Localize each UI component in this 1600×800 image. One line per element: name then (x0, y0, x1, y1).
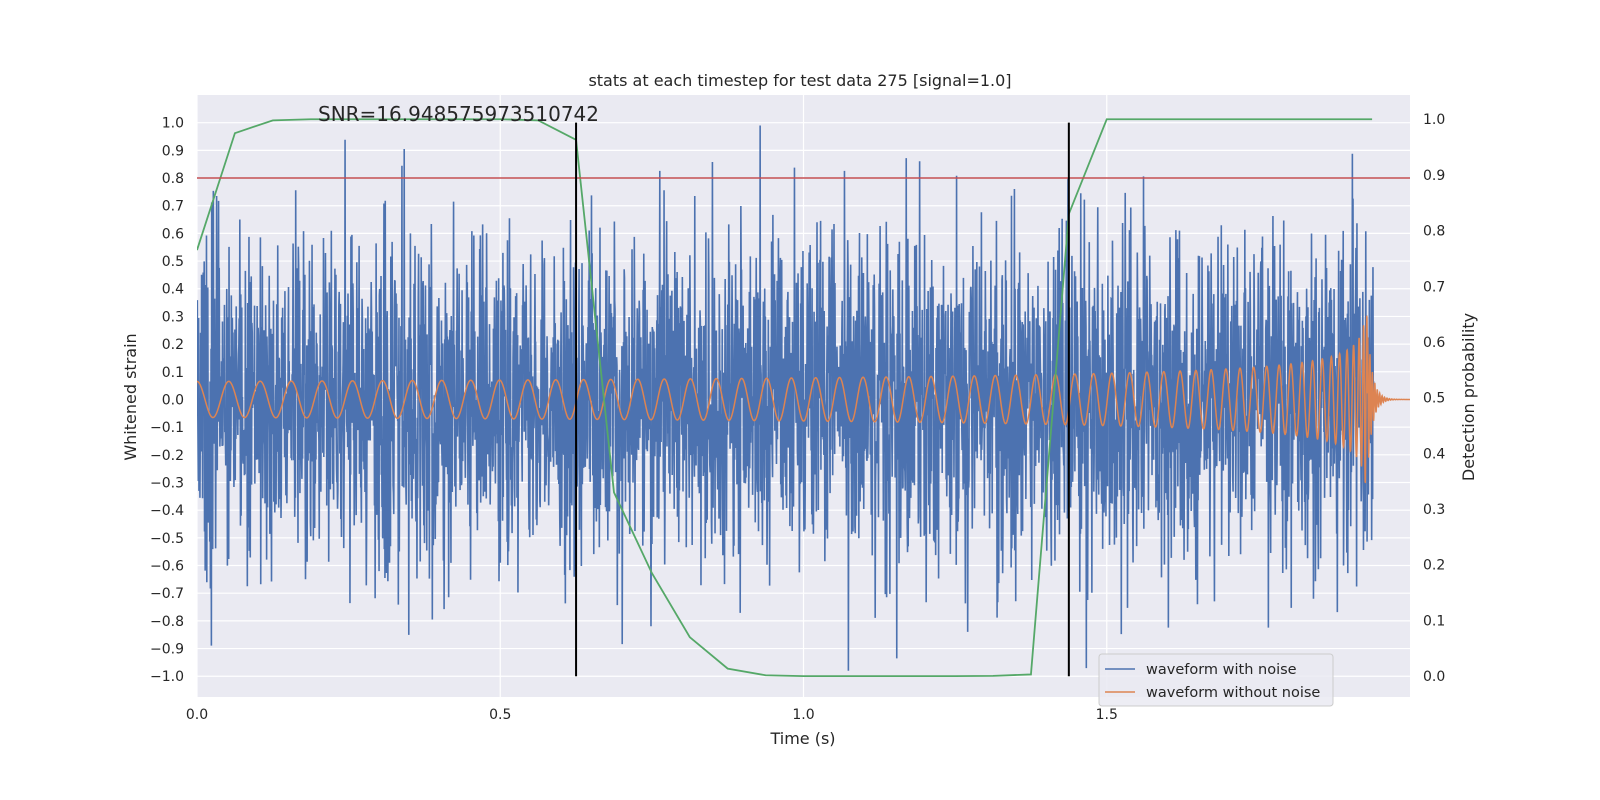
y-left-tick-label: 1.0 (162, 116, 184, 132)
y-left-tick-label: −0.8 (150, 614, 184, 630)
ticks: 0.0 0.5 1.0 1.5 1.0 0.9 0.8 0.7 0.6 0.5 0.4 0.3 0.2 0… (150, 112, 1445, 723)
y-right-tick-label: 0.9 (1423, 168, 1445, 184)
y-left-tick-label: 0.0 (162, 392, 184, 408)
y-left-tick-label: 0.9 (162, 143, 184, 159)
y-right-tick-label: 0.1 (1423, 613, 1445, 629)
y-left-tick-label: 0.7 (162, 199, 184, 215)
y-left-tick-label: −0.2 (150, 448, 184, 464)
y-left-tick-label: −0.9 (150, 642, 184, 658)
x-axis-label: Time (s) (769, 729, 835, 748)
series-line-detection-probability (197, 118, 1373, 678)
y-right-tick-label: 1.0 (1423, 112, 1445, 128)
y-left-tick-label: 0.4 (162, 282, 184, 298)
y-left-tick-label: −0.7 (150, 586, 184, 602)
y-left-tick-label: −0.6 (150, 559, 184, 575)
y-left-tick-label: −0.5 (150, 531, 184, 547)
legend-label-clean: waveform without noise (1146, 685, 1320, 701)
y-left-tick-label: 0.1 (162, 365, 184, 381)
y-left-tick-label: −0.4 (150, 503, 184, 519)
y-right-tick-label: 0.4 (1423, 446, 1445, 462)
y-left-tick-label: 0.3 (162, 309, 184, 325)
legend-box (1098, 653, 1334, 707)
legend[interactable]: waveform with noise waveform without noi… (1098, 653, 1334, 707)
y-right-tick-label: 0.2 (1423, 558, 1445, 574)
x-tick-label: 1.0 (792, 707, 814, 723)
series-line-waveform-with-noise (197, 125, 1375, 671)
y-left-tick-label: 0.2 (162, 337, 184, 353)
y-right-tick-label: 0.6 (1423, 335, 1445, 351)
series-line-waveform-without-noise (197, 315, 1410, 484)
y-axis-label-right: Detection probability (1459, 313, 1478, 481)
x-tick-label: 1.5 (1096, 707, 1118, 723)
y-right-tick-label: 0.5 (1423, 391, 1445, 407)
y-right-tick-label: 0.7 (1423, 279, 1445, 295)
y-left-tick-label: 0.5 (162, 254, 184, 270)
plot-area (197, 118, 1410, 678)
y-left-tick-label: −0.3 (150, 475, 184, 491)
y-left-tick-label: 0.6 (162, 226, 184, 242)
y-right-tick-label: 0.3 (1423, 502, 1445, 518)
y-right-tick-label: 0.8 (1423, 224, 1445, 240)
legend-label-noise: waveform with noise (1146, 662, 1297, 678)
x-tick-label: 0.5 (489, 707, 511, 723)
y-left-tick-label: −1.0 (150, 669, 184, 685)
y-left-tick-label: −0.1 (150, 420, 184, 436)
chart-title: stats at each timestep for test data 275… (588, 71, 1011, 90)
y-right-tick-label: 0.0 (1423, 669, 1445, 685)
snr-annotation: SNR=16.948575973510742 (318, 102, 599, 126)
y-axis-label-left: Whitened strain (121, 333, 140, 460)
x-tick-label: 0.0 (186, 707, 208, 723)
y-left-tick-label: 0.8 (162, 171, 184, 187)
